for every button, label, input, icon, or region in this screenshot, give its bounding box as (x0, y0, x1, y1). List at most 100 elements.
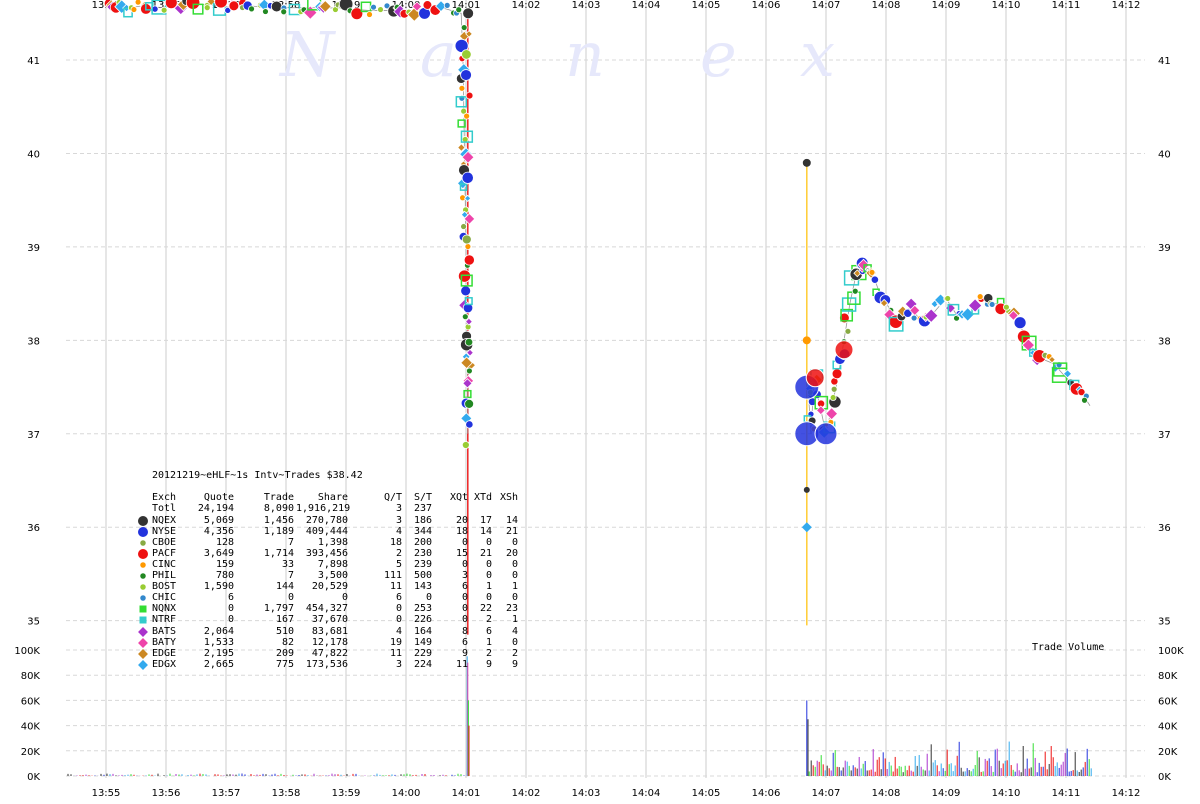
legend-symbol-icon (138, 637, 148, 648)
trade-marker-circle (464, 243, 472, 250)
legend-cell: 0 (511, 570, 518, 582)
legend-cell: 0 (227, 614, 234, 626)
trade-marker-circle (851, 287, 859, 295)
legend-cell: 21 (479, 547, 492, 559)
legend-cell: 1,797 (263, 603, 294, 615)
legend-cell: 0 (395, 614, 402, 626)
legend-cell: 37,670 (311, 614, 348, 626)
legend-cell: 21 (505, 525, 518, 537)
legend-cell: 24,194 (197, 503, 234, 515)
legend-cell: 128 (215, 536, 234, 548)
legend-cell: 9 (461, 647, 468, 659)
legend-symbol-icon (138, 626, 148, 637)
trade-marker-circle (844, 327, 852, 335)
legend-exchange-name: PACF (152, 547, 177, 559)
x-tick-label: 13:55 (92, 788, 121, 799)
x-tick-label-top: 14:03 (572, 0, 601, 11)
legend-cell: 8 (461, 625, 468, 637)
legend-cell: 3,649 (203, 547, 234, 559)
legend-cell: XSh (499, 492, 518, 504)
legend-cell: 20 (455, 514, 468, 526)
legend-cell: 237 (413, 503, 432, 515)
trade-marker-diamond (411, 1, 423, 12)
y-tick-label-right: 40 (1158, 149, 1171, 160)
trade-marker-circle (461, 171, 474, 184)
legend-cell: 18 (455, 525, 468, 537)
trade-marker-square (455, 96, 468, 108)
legend-cell: 4 (511, 625, 518, 637)
legend-cell: 7,898 (317, 558, 348, 570)
x-tick-label-top: 14:11 (1052, 0, 1081, 11)
legend-header-row: Exch Quote Trade Share Q/T S/T XQt XTd XSh (138, 492, 518, 503)
legend-cell: 0 (287, 592, 294, 604)
legend-cell: 1,533 (203, 636, 234, 648)
y-tick-label-right: 41 (1158, 56, 1171, 67)
legend-cell: 1 (511, 581, 518, 593)
legend-cell: 159 (215, 558, 234, 570)
trade-marker-square (457, 119, 466, 128)
legend-cell: 3 (395, 503, 402, 515)
legend-cell: S/T (413, 492, 432, 504)
x-tick-label-top: 14:02 (512, 0, 541, 11)
legend-cell: 775 (275, 658, 294, 670)
legend-cell: 1 (511, 614, 518, 626)
legend-cell: 1,714 (263, 547, 294, 559)
legend-row: NTRF 0 167 37,670 0 226 0 2 1 (138, 614, 518, 625)
legend-cell: 2 (511, 647, 518, 659)
legend-cell: 229 (413, 647, 432, 659)
legend-row: EDGX 2,665 775 173,536 3 224 11 9 9 (138, 659, 518, 670)
x-tick-label-top: 14:10 (992, 0, 1021, 11)
legend-cell: 83,681 (311, 625, 348, 637)
trade-marker-diamond (1021, 338, 1036, 352)
y-tick-label-right: 35 (1158, 617, 1171, 628)
legend-cell: 1,189 (263, 525, 294, 537)
trade-marker-diamond (465, 30, 473, 38)
legend-cell: 7 (287, 536, 294, 548)
legend-exchange-name: PHIL (152, 570, 177, 582)
x-tick-label: 13:58 (272, 788, 301, 799)
trade-marker-circle (1003, 303, 1010, 311)
legend-symbol-icon (140, 595, 146, 601)
legend-cell: 144 (275, 581, 294, 593)
volume-tick-label: 100K (14, 646, 40, 657)
trade-marker-circle (422, 0, 433, 10)
y-tick-label-right: 39 (1158, 243, 1171, 254)
y-tick-label-right: 36 (1158, 523, 1171, 534)
watermark-letter: e (700, 18, 737, 91)
legend-cell: 20 (505, 547, 518, 559)
trade-marker-circle (460, 24, 468, 31)
volume-tick-label: 80K (21, 671, 41, 682)
x-tick-label-top: 14:01 (452, 0, 481, 11)
trade-marker-square (464, 297, 473, 306)
legend-cell: 0 (461, 614, 468, 626)
y-tick-label: 41 (27, 56, 40, 67)
trade-marker-square (460, 274, 473, 287)
trade-marker-circle (134, 0, 142, 6)
volume-tick-label: 40K (21, 722, 41, 733)
x-tick-label: 14:12 (1112, 788, 1141, 799)
legend-cell: 167 (275, 614, 294, 626)
trade-marker-circle (988, 301, 996, 308)
legend-cell: 454,327 (305, 603, 348, 615)
legend-symbol-icon (139, 616, 147, 624)
trade-marker-diamond (923, 308, 939, 323)
trade-marker-circle (262, 8, 269, 15)
legend-cell: 11 (389, 581, 402, 593)
trade-marker-circle (464, 398, 475, 409)
legend-total-row: Totl 24,194 8,090 1,916,219 3 237 (138, 503, 432, 514)
legend-cell: 8,090 (263, 503, 294, 515)
x-tick-label: 14:06 (752, 788, 781, 799)
legend-cell: 1,456 (263, 514, 294, 526)
trade-marker-diamond (457, 143, 466, 152)
legend-cell: 6 (461, 636, 468, 648)
x-tick-label: 14:00 (392, 788, 421, 799)
legend-exchange-name: EDGX (152, 658, 177, 670)
trade-marker-circle (280, 8, 288, 16)
legend-cell: 270,780 (305, 514, 348, 526)
trade-marker-circle (458, 269, 472, 283)
legend-row: CHIC 6 0 0 6 0 0 0 0 (138, 592, 518, 603)
x-tick-label: 14:07 (812, 788, 841, 799)
x-tick-label: 14:02 (512, 788, 541, 799)
trade-marker-circle (465, 367, 473, 375)
legend-cell: 11 (455, 658, 468, 670)
